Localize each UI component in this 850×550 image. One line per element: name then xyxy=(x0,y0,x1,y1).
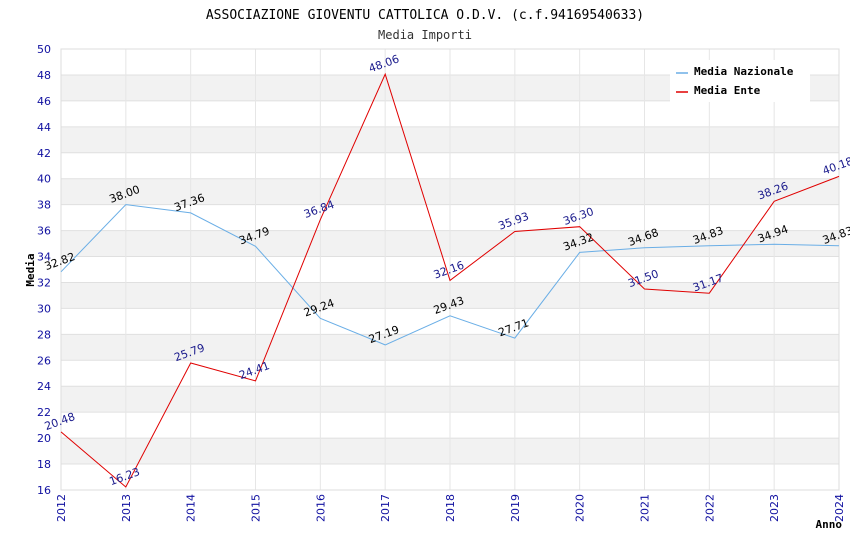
y-tick-label: 38 xyxy=(37,199,51,212)
x-axis-ticks: 2012 2013 2014 2015 2016 2017 2018 2019 2020 2021… xyxy=(55,494,846,522)
y-tick-label: 26 xyxy=(37,354,51,367)
y-tick-label: 42 xyxy=(37,147,51,160)
x-tick-label: 2012 xyxy=(55,494,68,522)
y-tick-label: 16 xyxy=(37,484,51,497)
x-tick-label: 2015 xyxy=(250,494,263,522)
y-axis-ticks: 16 18 20 22 24 26 28 30 32 34 36 38 40 42 44 46 48 50 xyxy=(37,43,51,497)
x-tick-label: 2023 xyxy=(768,494,781,522)
x-tick-label: 2018 xyxy=(444,494,457,522)
x-tick-label: 2016 xyxy=(314,494,327,522)
y-tick-label: 22 xyxy=(37,406,51,419)
chart-subtitle: Media Importi xyxy=(378,28,472,42)
y-tick-label: 46 xyxy=(37,95,51,108)
data-label: 16.23 xyxy=(108,465,142,488)
legend: Media Nazionale Media Ente xyxy=(670,60,810,102)
legend-box xyxy=(670,60,810,102)
x-tick-label: 2017 xyxy=(379,494,392,522)
legend-label-media-ente: Media Ente xyxy=(694,84,761,97)
plot-border xyxy=(60,48,840,491)
series-lines xyxy=(60,72,840,488)
series-line-media-nazionale xyxy=(60,204,840,346)
y-axis-label: Media xyxy=(24,253,37,286)
data-label: 36.30 xyxy=(561,205,595,228)
y-tick-label: 18 xyxy=(37,458,51,471)
chart-title: ASSOCIAZIONE GIOVENTU CATTOLICA O.D.V. (… xyxy=(206,8,644,23)
y-tick-label: 50 xyxy=(37,43,51,56)
y-tick-label: 48 xyxy=(37,69,51,82)
x-tick-label: 2014 xyxy=(185,494,198,522)
x-tick-label: 2019 xyxy=(509,494,522,522)
y-tick-label: 36 xyxy=(37,225,51,238)
y-tick-label: 40 xyxy=(37,173,51,186)
legend-label-media-nazionale: Media Nazionale xyxy=(694,65,794,78)
y-tick-label: 44 xyxy=(37,121,51,134)
x-tick-label: 2013 xyxy=(120,494,133,522)
y-tick-label: 28 xyxy=(37,328,51,341)
data-label: 35.93 xyxy=(497,210,531,233)
data-label: 24.41 xyxy=(237,359,271,382)
x-tick-label: 2024 xyxy=(833,494,846,522)
y-tick-label: 20 xyxy=(37,432,51,445)
series-line-media-ente xyxy=(60,72,840,488)
x-tick-label: 2022 xyxy=(703,494,716,522)
data-label: 40.18 xyxy=(821,155,850,178)
x-tick-label: 2020 xyxy=(574,494,587,522)
y-tick-label: 24 xyxy=(37,380,51,393)
y-tick-label: 30 xyxy=(37,302,51,315)
data-label: 48.06 xyxy=(367,52,401,75)
y-tick-label: 34 xyxy=(37,251,51,264)
y-tick-label: 32 xyxy=(37,276,51,289)
x-axis-label: Anno xyxy=(816,518,843,531)
x-tick-label: 2021 xyxy=(639,494,652,522)
